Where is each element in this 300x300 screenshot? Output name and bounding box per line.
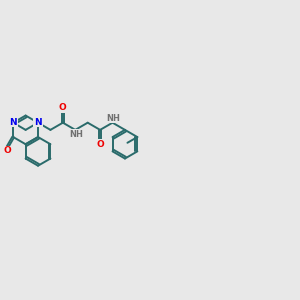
Text: NH: NH — [69, 130, 83, 139]
Text: O: O — [59, 103, 67, 112]
Text: N: N — [34, 118, 42, 127]
Text: O: O — [3, 146, 11, 155]
Text: NH: NH — [106, 113, 120, 122]
Text: N: N — [9, 118, 17, 127]
Text: O: O — [96, 140, 104, 149]
